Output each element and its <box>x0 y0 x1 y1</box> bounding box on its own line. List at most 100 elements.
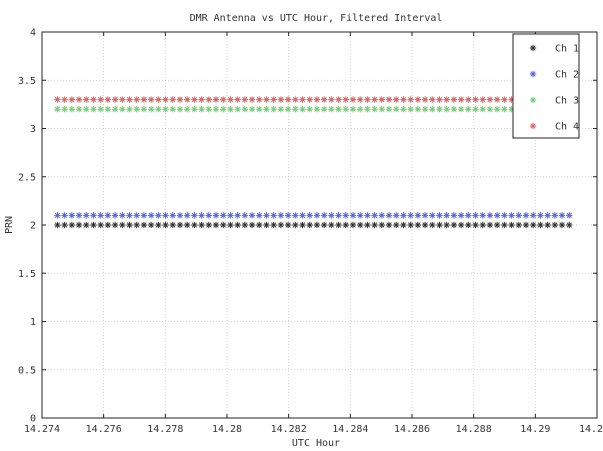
data-point <box>551 212 559 219</box>
y-tick-label: 0 <box>30 414 36 425</box>
data-point <box>284 96 292 103</box>
data-point <box>558 212 566 219</box>
data-point <box>97 96 104 103</box>
x-tick-label: 14.274 <box>24 424 60 435</box>
data-point <box>176 106 184 113</box>
data-point <box>256 106 263 113</box>
y-tick-label: 4 <box>30 28 36 39</box>
data-point <box>155 221 162 229</box>
data-point <box>147 221 155 229</box>
data-point <box>140 212 148 219</box>
data-point <box>147 96 155 103</box>
data-point <box>227 96 234 103</box>
data-point <box>111 212 119 219</box>
data-point <box>349 212 357 219</box>
data-point <box>393 212 400 219</box>
data-point <box>205 212 213 219</box>
data-point <box>126 221 133 229</box>
data-point <box>479 212 486 219</box>
legend-marker-4 <box>529 122 537 130</box>
data-point <box>299 96 306 103</box>
data-point <box>522 212 530 219</box>
data-point <box>248 221 256 229</box>
data-point <box>111 106 119 113</box>
data-point <box>248 96 256 103</box>
data-point <box>241 221 249 229</box>
data-point <box>436 106 443 113</box>
data-point <box>263 96 270 103</box>
data-point <box>97 221 104 229</box>
data-point <box>169 96 176 103</box>
data-point <box>97 106 104 113</box>
series-ch-4 <box>54 96 573 103</box>
data-point <box>356 221 364 229</box>
data-point <box>486 221 494 229</box>
data-point <box>256 212 263 219</box>
ticks: 14.274 14.276 14.278 14.28 14.282 14.284 14.28… <box>18 28 603 436</box>
data-point <box>537 212 544 219</box>
data-point <box>429 212 436 219</box>
data-point <box>147 106 155 113</box>
data-point <box>270 212 277 219</box>
data-point <box>68 106 76 113</box>
y-tick-label: 2.5 <box>18 172 36 183</box>
data-point <box>378 96 386 103</box>
data-point <box>313 212 321 219</box>
data-point <box>364 106 371 113</box>
data-point <box>183 96 191 103</box>
data-point <box>292 96 299 103</box>
data-point <box>486 96 494 103</box>
legend: Ch 1 Ch 2 Ch 3 Ch 4 <box>512 33 580 139</box>
data-point <box>292 212 299 219</box>
data-point <box>328 96 335 103</box>
data-point <box>212 221 220 229</box>
y-tick-label: 2 <box>30 221 36 232</box>
data-point <box>566 221 573 229</box>
data-point <box>241 96 249 103</box>
data-point <box>450 212 458 219</box>
data-point <box>198 212 205 219</box>
data-point <box>198 221 205 229</box>
series-ch-2 <box>54 212 573 219</box>
data-point <box>385 212 393 219</box>
data-point <box>493 96 501 103</box>
data-point <box>429 96 436 103</box>
data-point <box>400 96 407 103</box>
data-point <box>241 106 249 113</box>
data-point <box>75 106 83 113</box>
data-point <box>54 221 61 229</box>
data-point <box>486 212 494 219</box>
x-tick-label: 14.28 <box>212 424 242 435</box>
data-point <box>75 221 83 229</box>
data-point <box>191 221 198 229</box>
data-point <box>263 212 270 219</box>
data-point <box>277 212 285 219</box>
data-point <box>126 96 133 103</box>
data-point <box>263 221 270 229</box>
data-point <box>501 221 508 229</box>
data-point <box>140 221 148 229</box>
data-point <box>378 106 386 113</box>
legend-box <box>512 33 580 139</box>
data-point <box>162 96 169 103</box>
series-ch-3 <box>54 106 573 113</box>
data-point <box>436 212 443 219</box>
data-point <box>450 221 458 229</box>
data-point <box>169 221 176 229</box>
y-tick-label: 0.5 <box>18 365 36 376</box>
data-point <box>212 96 220 103</box>
data-point <box>400 212 407 219</box>
data-point <box>558 221 566 229</box>
data-point <box>530 221 537 229</box>
data-point <box>284 212 292 219</box>
data-point <box>306 221 313 229</box>
data-point <box>407 221 414 229</box>
data-point <box>133 106 140 113</box>
x-tick-label: 14.286 <box>394 424 430 435</box>
data-point <box>385 221 393 229</box>
legend-label-2: Ch 2 <box>555 70 579 81</box>
data-point <box>104 221 112 229</box>
data-point <box>320 106 328 113</box>
data-point <box>501 212 508 219</box>
